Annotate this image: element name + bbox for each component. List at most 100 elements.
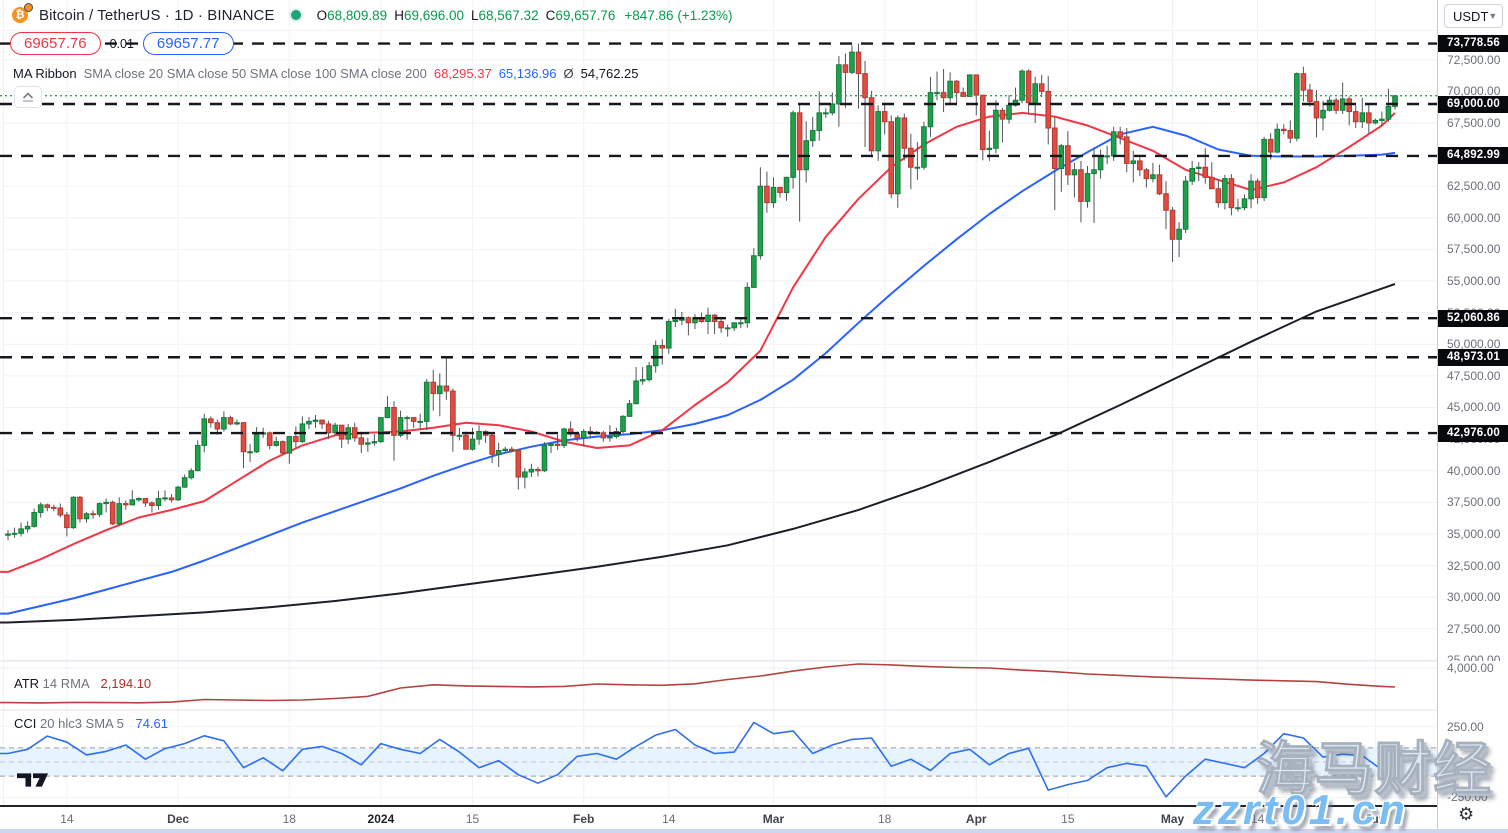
candle [351, 427, 358, 439]
price-ticks-atr: 4,000.00 [1438, 661, 1508, 710]
candle [1038, 83, 1045, 92]
candle [214, 422, 221, 430]
candle [790, 112, 796, 178]
sma20-value: 68,295.37 [433, 66, 492, 81]
collapse-legend-button[interactable] [14, 86, 42, 108]
candle [378, 417, 384, 443]
candle [508, 448, 515, 451]
candle [1110, 131, 1117, 157]
currency-dropdown[interactable]: USDT ▼ [1444, 4, 1503, 28]
price-axis[interactable]: USDT ▼ 72,500.00 70,000.00 67,500.00 62,500… [1437, 0, 1508, 833]
candle [607, 436, 613, 439]
candle [973, 74, 980, 96]
candle [306, 420, 312, 425]
level-price-label: 64,892.99 [1438, 147, 1508, 165]
bottom-edge-strip [0, 829, 1508, 833]
ma-ribbon-title[interactable]: MA Ribbon [13, 66, 77, 81]
symbol-title[interactable]: Bitcoin / TetherUS · 1D · BINANCE [39, 6, 275, 24]
candle [665, 321, 672, 349]
candle [391, 406, 397, 436]
candle [1326, 99, 1333, 111]
candle [1123, 136, 1130, 164]
candle [1032, 83, 1038, 104]
candle [1150, 174, 1156, 180]
candle [1274, 128, 1281, 153]
candle [731, 322, 738, 329]
tradingview-logo[interactable] [17, 772, 49, 788]
candle [966, 74, 973, 97]
ma-ribbon-legend: MA Ribbon SMA close 20 SMA close 50 SMA … [13, 66, 639, 81]
candle [515, 449, 522, 478]
time-axis-label: 14 [60, 812, 74, 826]
candle [1241, 198, 1248, 209]
candle [5, 533, 11, 536]
cci-title[interactable]: CCI [14, 716, 37, 731]
atr-legend: ATR 14 RMA 2,194.10 [14, 676, 151, 691]
candle [535, 468, 541, 472]
candle [875, 111, 881, 152]
candle [999, 109, 1006, 120]
candle [77, 496, 83, 520]
axis-tick-label: 67,500.00 [1447, 115, 1501, 130]
candle [476, 431, 482, 440]
candle [286, 436, 293, 454]
candle [1294, 73, 1300, 139]
candle [633, 380, 639, 405]
candle [162, 497, 168, 500]
candle [1104, 155, 1110, 158]
sma50-line [0, 125, 1396, 615]
candle [1045, 90, 1052, 129]
candle [116, 503, 123, 525]
buy-price-button[interactable]: 69657.77 [142, 32, 234, 55]
candle [888, 121, 895, 195]
candle [24, 525, 31, 530]
candle [652, 345, 659, 367]
candle [894, 117, 901, 195]
axis-tick-label: 62,500.00 [1447, 179, 1501, 194]
candle [1254, 180, 1261, 199]
candle [227, 417, 234, 425]
time-axis-label: 18 [282, 812, 296, 826]
axis-tick-label: 70,000.00 [1447, 84, 1501, 99]
level-price-label: 69,000.00 [1438, 95, 1508, 113]
candle [155, 498, 162, 506]
candle [1346, 98, 1352, 113]
candle [266, 432, 273, 446]
candle [816, 112, 823, 132]
candle [914, 166, 921, 169]
candle [718, 321, 724, 329]
sell-price-button[interactable]: 69657.76 [10, 32, 101, 55]
atr-title[interactable]: ATR [14, 676, 40, 691]
candle [770, 186, 777, 204]
candle [1117, 131, 1124, 138]
candle [639, 379, 646, 382]
candle [751, 255, 757, 288]
candle [1051, 127, 1058, 169]
candle [50, 506, 57, 509]
candle [365, 442, 371, 445]
candle [149, 502, 155, 506]
candle [469, 438, 476, 450]
candle [1143, 169, 1150, 180]
candle [96, 503, 103, 515]
candle [456, 434, 463, 437]
time-axis-label: Jun [1364, 812, 1387, 826]
candle [1300, 73, 1307, 91]
candle [397, 417, 404, 436]
time-axis-label: Mar [762, 812, 785, 826]
candle [410, 417, 417, 422]
time-axis-label: 2024 [367, 812, 395, 826]
candle [1163, 193, 1169, 211]
candle [960, 92, 966, 97]
candle [980, 94, 986, 151]
candle [842, 64, 849, 73]
candle [319, 419, 325, 425]
cci-value: 74.61 [135, 716, 169, 731]
level-price-label: 52,060.86 [1438, 309, 1508, 327]
candle [993, 109, 999, 149]
axis-tick-label: 72,500.00 [1447, 52, 1501, 67]
candle [1379, 118, 1385, 121]
time-axis[interactable]: 14 Dec 18 2024 15 Feb 14 Mar 18 Apr 15 May 14 Jun [0, 805, 1437, 833]
candle [221, 417, 227, 430]
